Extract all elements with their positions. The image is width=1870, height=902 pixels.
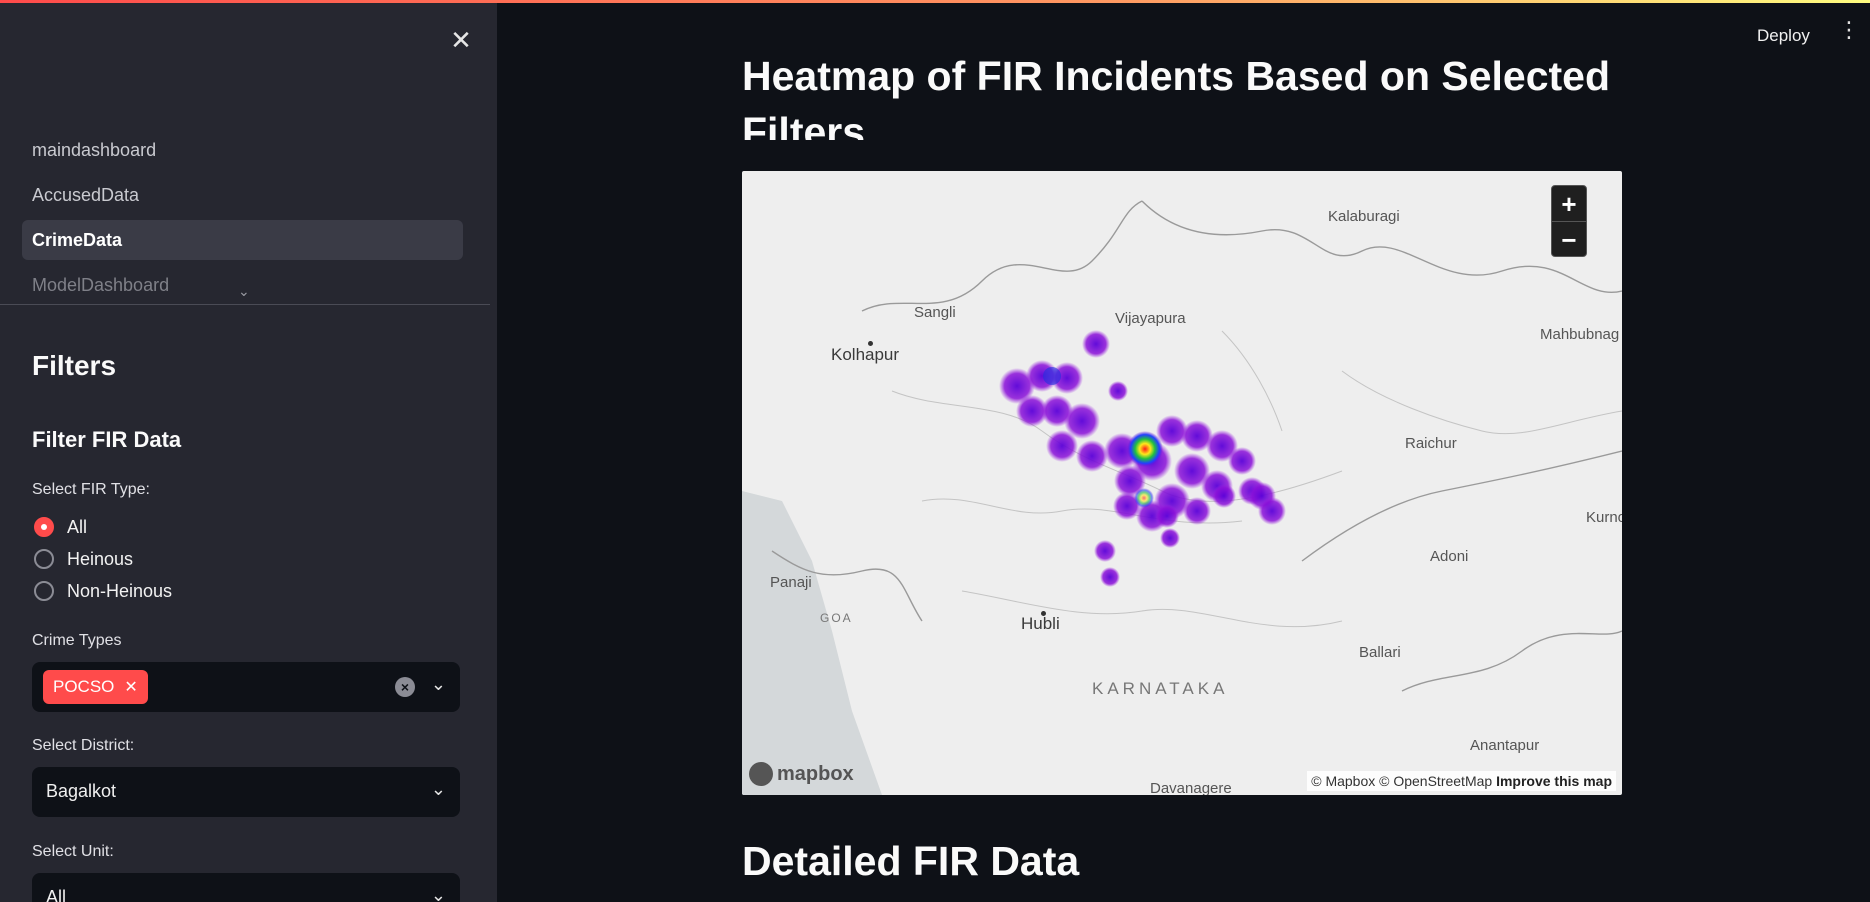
map-label-raichur: Raichur	[1405, 435, 1457, 452]
map-background	[742, 200, 1622, 795]
map-label-vijayapura: Vijayapura	[1115, 310, 1186, 327]
map-label-adoni: Adoni	[1430, 548, 1469, 565]
district-select[interactable]: Bagalkot ⌄	[32, 767, 460, 817]
close-sidebar-icon[interactable]: ✕	[450, 25, 472, 55]
sidebar-item-crimedata[interactable]: CrimeData	[22, 220, 463, 260]
fir-type-label: Select FIR Type:	[32, 481, 150, 498]
unit-value: All	[46, 887, 67, 902]
clear-selection-icon[interactable]: ×	[395, 677, 415, 697]
attribution-text[interactable]: © Mapbox © OpenStreetMap	[1311, 773, 1493, 789]
sidebar-item-accuseddata[interactable]: AccusedData	[32, 185, 140, 205]
map-attribution: © Mapbox © OpenStreetMap Improve this ma…	[1307, 771, 1616, 791]
radio-option-heinous[interactable]: Heinous	[34, 547, 133, 571]
crime-types-multiselect[interactable]: POCSO ✕ × ⌄	[32, 662, 460, 712]
filter-fir-data-heading: Filter FIR Data	[32, 427, 182, 452]
detailed-fir-data-title: Detailed FIR Data	[742, 838, 1080, 884]
remove-tag-icon[interactable]: ✕	[124, 679, 138, 696]
radio-unselected-icon[interactable]	[34, 581, 54, 601]
chevron-down-icon[interactable]: ⌄	[430, 674, 446, 694]
district-label: Select District:	[32, 737, 135, 754]
map-label-sangli: Sangli	[914, 304, 956, 321]
city-dot-icon	[868, 341, 873, 346]
sidebar-nav: maindashboard AccusedData CrimeData Mode…	[22, 130, 463, 298]
map-label-anantapur: Anantapur	[1470, 737, 1540, 754]
radio-option-all[interactable]: All	[34, 515, 87, 539]
chevron-down-icon[interactable]: ⌄	[430, 885, 446, 902]
map-label-panaji: Panaji	[770, 574, 812, 591]
radio-unselected-icon[interactable]	[34, 549, 54, 569]
map-label-davanagere: Davanagere	[1150, 780, 1232, 795]
chevron-down-icon[interactable]: ⌄	[430, 779, 446, 799]
mapbox-logo[interactable]: mapbox	[749, 762, 854, 786]
map-label-kalaburagi: Kalaburagi	[1328, 208, 1400, 225]
sidebar-item-modeldashboard[interactable]: ModelDashboard	[32, 275, 170, 295]
radio-option-non-heinous[interactable]: Non-Heinous	[34, 579, 172, 603]
zoom-out-button[interactable]: −	[1561, 225, 1577, 255]
mapbox-logo-icon	[749, 762, 773, 786]
zoom-in-button[interactable]: +	[1552, 186, 1586, 222]
deploy-button[interactable]: Deploy	[1757, 26, 1810, 45]
map-label-kolhapur: Kolhapur	[831, 345, 900, 364]
expand-nav-chevron-icon[interactable]: ⌄	[238, 283, 250, 299]
map-label-hubli: Hubli	[1021, 614, 1060, 633]
sidebar: ✕ maindashboard AccusedData CrimeData Mo…	[0, 0, 497, 902]
improve-map-link[interactable]: Improve this map	[1496, 773, 1612, 789]
tag-label: POCSO	[53, 677, 115, 696]
radio-label: Non-Heinous	[67, 580, 173, 601]
heading-container: Heatmap of FIR Incidents Based on Select…	[742, 0, 1642, 140]
map-label-ballari: Ballari	[1359, 644, 1401, 661]
top-decoration-bar	[0, 0, 1870, 3]
radio-label: Heinous	[67, 548, 134, 569]
radio-label: All	[67, 516, 88, 537]
map-label-mahbubnagar: Mahbubnag	[1540, 326, 1620, 343]
crime-types-label: Crime Types	[32, 632, 122, 649]
unit-label: Select Unit:	[32, 843, 114, 860]
sidebar-divider	[0, 304, 490, 305]
page-heading: Heatmap of FIR Incidents Based on Select…	[742, 53, 1611, 140]
map-label-karnataka: KARNATAKA	[1092, 679, 1229, 698]
map-label-goa: GOA	[820, 611, 853, 625]
main-menu-icon[interactable]: ⋮	[1838, 17, 1860, 42]
radio-selected-icon[interactable]	[34, 517, 54, 537]
city-dot-icon	[1041, 611, 1046, 616]
unit-select[interactable]: All ⌄	[32, 873, 460, 902]
sidebar-item-maindashboard[interactable]: maindashboard	[32, 140, 157, 160]
district-value: Bagalkot	[46, 781, 117, 801]
map-label-kurnool: Kurnoo	[1586, 509, 1622, 526]
zoom-controls: + −	[1551, 185, 1587, 257]
crime-type-tag: POCSO ✕	[43, 670, 148, 704]
heatmap-map[interactable]: + − Kalaburagi Sangli Vijayapura Kolhapu…	[742, 171, 1622, 795]
filters-title: Filters	[32, 350, 117, 381]
mapbox-logo-text: mapbox	[777, 762, 854, 785]
